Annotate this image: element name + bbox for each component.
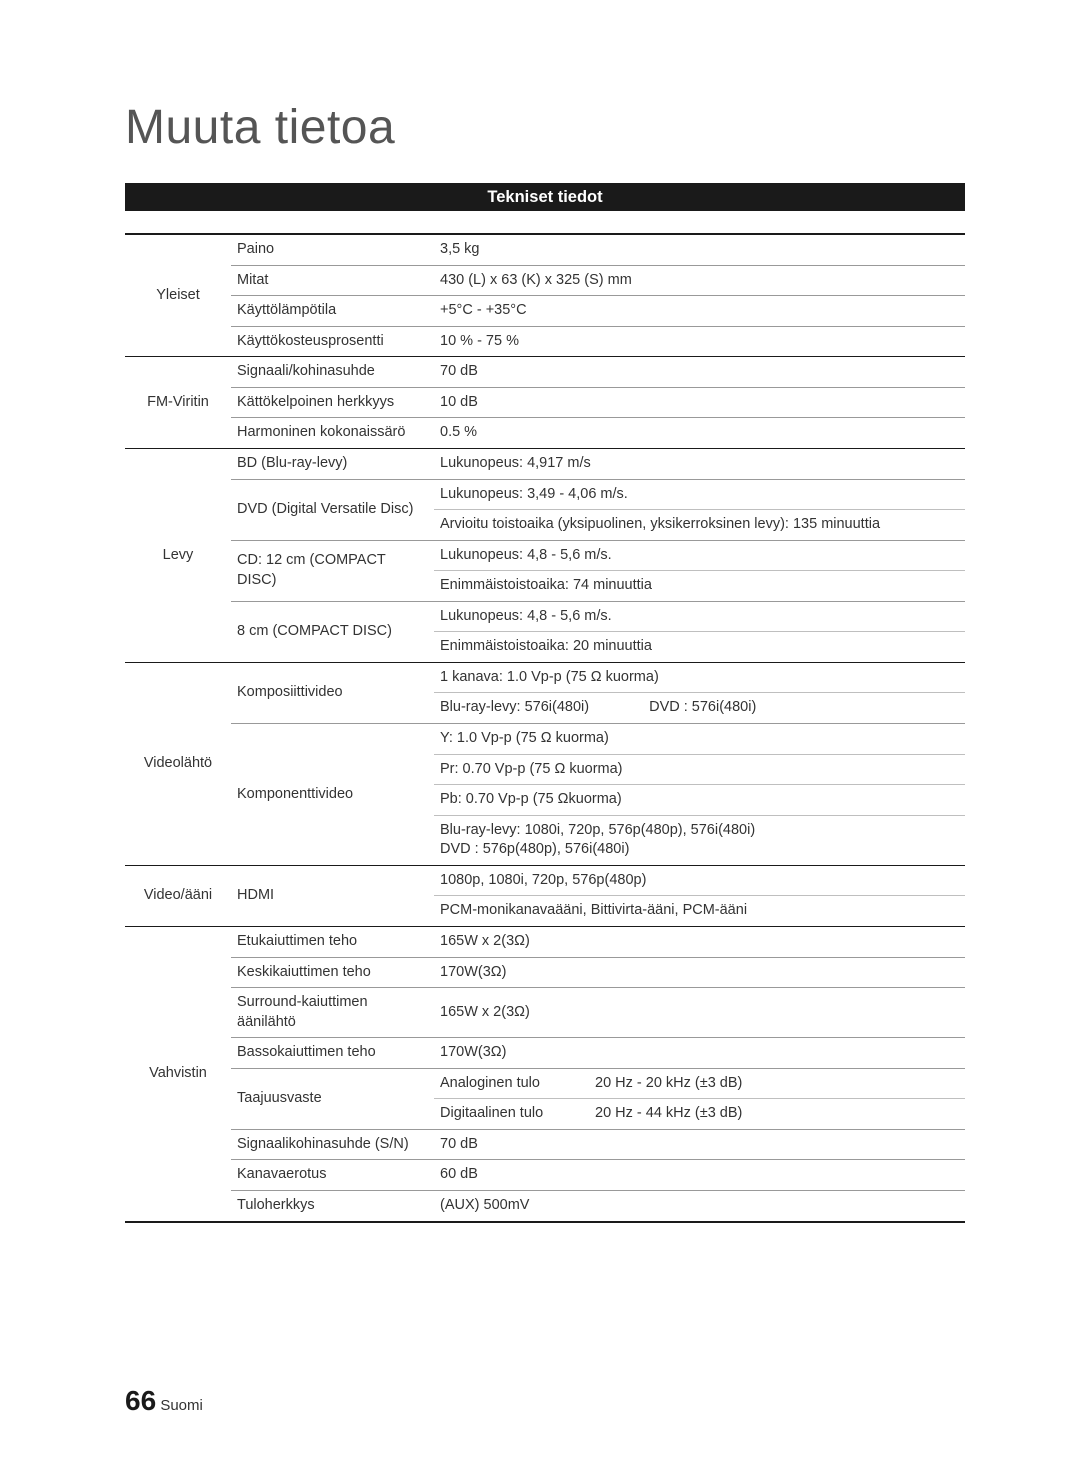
table-row: Taajuusvaste Analoginen tulo20 Hz - 20 k… [125, 1068, 965, 1099]
spec-table: Yleiset Paino 3,5 kg Mitat 430 (L) x 63 … [125, 233, 965, 1223]
table-row: Kanavaerotus 60 dB [125, 1160, 965, 1191]
spec-value: Digitaalinen tulo20 Hz - 44 kHz (±3 dB) [434, 1099, 965, 1130]
spec-value-part: Digitaalinen tulo [440, 1104, 595, 1124]
table-row: Mitat 430 (L) x 63 (K) x 325 (S) mm [125, 265, 965, 296]
spec-label: 8 cm (COMPACT DISC) [231, 601, 434, 662]
page-footer: 66 Suomi [125, 1385, 203, 1417]
spec-value: +5°C - +35°C [434, 296, 965, 327]
spec-value: 165W x 2(3Ω) [434, 926, 965, 957]
spec-label: Mitat [231, 265, 434, 296]
page-language: Suomi [160, 1397, 203, 1414]
spec-label: Komponenttivideo [231, 724, 434, 866]
spec-value: 70 dB [434, 357, 965, 388]
spec-label: Etukaiuttimen teho [231, 926, 434, 957]
spec-value-part: Analoginen tulo [440, 1074, 595, 1094]
table-row: Harmoninen kokonaissärö 0.5 % [125, 418, 965, 449]
spec-value: 3,5 kg [434, 234, 965, 265]
spec-value: 170W(3Ω) [434, 1038, 965, 1069]
category-cell: Videolähtö [125, 662, 231, 865]
spec-value: 1 kanava: 1.0 Vp-p (75 Ω kuorma) [434, 662, 965, 693]
spec-value: 1080p, 1080i, 720p, 576p(480p) [434, 865, 965, 896]
spec-label: Keskikaiuttimen teho [231, 957, 434, 988]
category-cell: Yleiset [125, 234, 231, 357]
spec-value: Enimmäistoistoaika: 20 minuuttia [434, 632, 965, 663]
spec-label: Komposiittivideo [231, 662, 434, 723]
spec-value: Analoginen tulo20 Hz - 20 kHz (±3 dB) [434, 1068, 965, 1099]
spec-label: Paino [231, 234, 434, 265]
table-row: Kättökelpoinen herkkyys 10 dB [125, 387, 965, 418]
table-row: DVD (Digital Versatile Disc) Lukunopeus:… [125, 479, 965, 510]
spec-value-part: DVD : 576i(480i) [649, 699, 756, 715]
spec-value: Blu-ray-levy: 1080i, 720p, 576p(480p), 5… [434, 815, 965, 865]
spec-value: Arvioitu toistoaika (yksipuolinen, yksik… [434, 510, 965, 541]
spec-label: CD: 12 cm (COMPACT DISC) [231, 540, 434, 601]
table-row: Signaalikohinasuhde (S/N) 70 dB [125, 1129, 965, 1160]
spec-label: Taajuusvaste [231, 1068, 434, 1129]
spec-value: Lukunopeus: 3,49 - 4,06 m/s. [434, 479, 965, 510]
table-row: Yleiset Paino 3,5 kg [125, 234, 965, 265]
category-cell: Vahvistin [125, 926, 231, 1221]
table-row: FM-Viritin Signaali/kohinasuhde 70 dB [125, 357, 965, 388]
spec-value: Pb: 0.70 Vp-p (75 Ωkuorma) [434, 785, 965, 816]
spec-label: Käyttölämpötila [231, 296, 434, 327]
table-row: Käyttökosteusprosentti 10 % - 75 % [125, 326, 965, 357]
spec-label: Kättökelpoinen herkkyys [231, 387, 434, 418]
spec-label: Bassokaiuttimen teho [231, 1038, 434, 1069]
table-row: CD: 12 cm (COMPACT DISC) Lukunopeus: 4,8… [125, 540, 965, 571]
page-number: 66 [125, 1385, 156, 1416]
spec-value-part: 20 Hz - 44 kHz (±3 dB) [595, 1105, 742, 1121]
spec-value: Lukunopeus: 4,917 m/s [434, 448, 965, 479]
category-cell: Levy [125, 448, 231, 662]
spec-label: DVD (Digital Versatile Disc) [231, 479, 434, 540]
spec-value: 10 % - 75 % [434, 326, 965, 357]
table-row: Vahvistin Etukaiuttimen teho 165W x 2(3Ω… [125, 926, 965, 957]
category-cell: Video/ääni [125, 865, 231, 926]
table-row: Keskikaiuttimen teho 170W(3Ω) [125, 957, 965, 988]
spec-label: Tuloherkkys [231, 1191, 434, 1222]
page-title: Muuta tietoa [125, 100, 965, 155]
table-row: Käyttölämpötila +5°C - +35°C [125, 296, 965, 327]
table-row: Tuloherkkys (AUX) 500mV [125, 1191, 965, 1222]
table-row: 8 cm (COMPACT DISC) Lukunopeus: 4,8 - 5,… [125, 601, 965, 632]
spec-label: Käyttökosteusprosentti [231, 326, 434, 357]
spec-value: 0.5 % [434, 418, 965, 449]
category-cell: FM-Viritin [125, 357, 231, 449]
table-row: Surround-kaiuttimen äänilähtö 165W x 2(3… [125, 988, 965, 1038]
table-row: Videolähtö Komposiittivideo 1 kanava: 1.… [125, 662, 965, 693]
spec-value: 430 (L) x 63 (K) x 325 (S) mm [434, 265, 965, 296]
spec-value: Y: 1.0 Vp-p (75 Ω kuorma) [434, 724, 965, 755]
spec-label: HDMI [231, 865, 434, 926]
spec-value: 10 dB [434, 387, 965, 418]
spec-label: BD (Blu-ray-levy) [231, 448, 434, 479]
spec-value: 70 dB [434, 1129, 965, 1160]
spec-label: Surround-kaiuttimen äänilähtö [231, 988, 434, 1038]
spec-value: Blu-ray-levy: 576i(480i) DVD : 576i(480i) [434, 693, 965, 724]
spec-value: Pr: 0.70 Vp-p (75 Ω kuorma) [434, 754, 965, 785]
spec-value: 170W(3Ω) [434, 957, 965, 988]
section-heading: Tekniset tiedot [125, 183, 965, 211]
table-row: Bassokaiuttimen teho 170W(3Ω) [125, 1038, 965, 1069]
table-row: Levy BD (Blu-ray-levy) Lukunopeus: 4,917… [125, 448, 965, 479]
spec-label: Harmoninen kokonaissärö [231, 418, 434, 449]
spec-label: Kanavaerotus [231, 1160, 434, 1191]
table-row: Komponenttivideo Y: 1.0 Vp-p (75 Ω kuorm… [125, 724, 965, 755]
spec-value: PCM-monikanavaääni, Bittivirta-ääni, PCM… [434, 896, 965, 927]
spec-value-part: Blu-ray-levy: 576i(480i) [440, 699, 589, 715]
spec-value: Lukunopeus: 4,8 - 5,6 m/s. [434, 540, 965, 571]
spec-value: 165W x 2(3Ω) [434, 988, 965, 1038]
spec-value-part: 20 Hz - 20 kHz (±3 dB) [595, 1075, 742, 1091]
table-row: Video/ääni HDMI 1080p, 1080i, 720p, 576p… [125, 865, 965, 896]
spec-value: 60 dB [434, 1160, 965, 1191]
spec-value: (AUX) 500mV [434, 1191, 965, 1222]
spec-value: Enimmäistoistoaika: 74 minuuttia [434, 571, 965, 602]
spec-label: Signaali/kohinasuhde [231, 357, 434, 388]
spec-value: Lukunopeus: 4,8 - 5,6 m/s. [434, 601, 965, 632]
spec-label: Signaalikohinasuhde (S/N) [231, 1129, 434, 1160]
